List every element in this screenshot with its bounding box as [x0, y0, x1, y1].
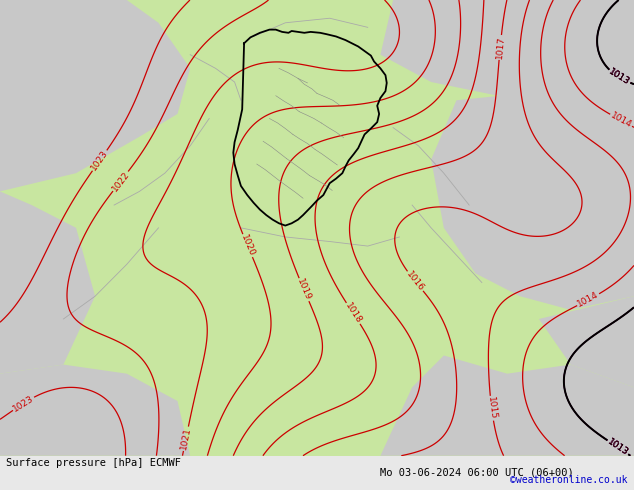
Text: ©weatheronline.co.uk: ©weatheronline.co.uk — [510, 475, 628, 485]
Text: Surface pressure [hPa] ECMWF: Surface pressure [hPa] ECMWF — [6, 458, 181, 468]
Text: 1013: 1013 — [607, 68, 631, 87]
Text: 1015: 1015 — [486, 396, 498, 420]
Polygon shape — [539, 296, 634, 387]
Text: 1013: 1013 — [606, 437, 630, 457]
Text: 1019: 1019 — [295, 277, 313, 302]
Text: 1013: 1013 — [606, 437, 630, 457]
Text: 1013: 1013 — [606, 437, 630, 457]
Polygon shape — [0, 365, 190, 456]
Text: 1016: 1016 — [404, 270, 426, 293]
Polygon shape — [431, 82, 634, 310]
Text: 1018: 1018 — [343, 301, 363, 325]
Text: 1017: 1017 — [495, 36, 506, 59]
Text: Mo 03-06-2024 06:00 UTC (06+00): Mo 03-06-2024 06:00 UTC (06+00) — [380, 468, 574, 478]
Text: 1023: 1023 — [11, 393, 36, 414]
Text: 1013: 1013 — [607, 68, 631, 87]
Text: 1014: 1014 — [609, 111, 633, 130]
Text: 1023: 1023 — [89, 148, 110, 172]
Text: 1014: 1014 — [576, 291, 600, 309]
Text: 1020: 1020 — [239, 233, 256, 258]
Polygon shape — [0, 0, 190, 192]
Polygon shape — [380, 0, 634, 100]
Text: 1021: 1021 — [179, 427, 193, 451]
Polygon shape — [380, 355, 634, 456]
Text: 1022: 1022 — [110, 170, 131, 193]
Polygon shape — [0, 192, 95, 374]
Text: 1013: 1013 — [607, 68, 631, 87]
